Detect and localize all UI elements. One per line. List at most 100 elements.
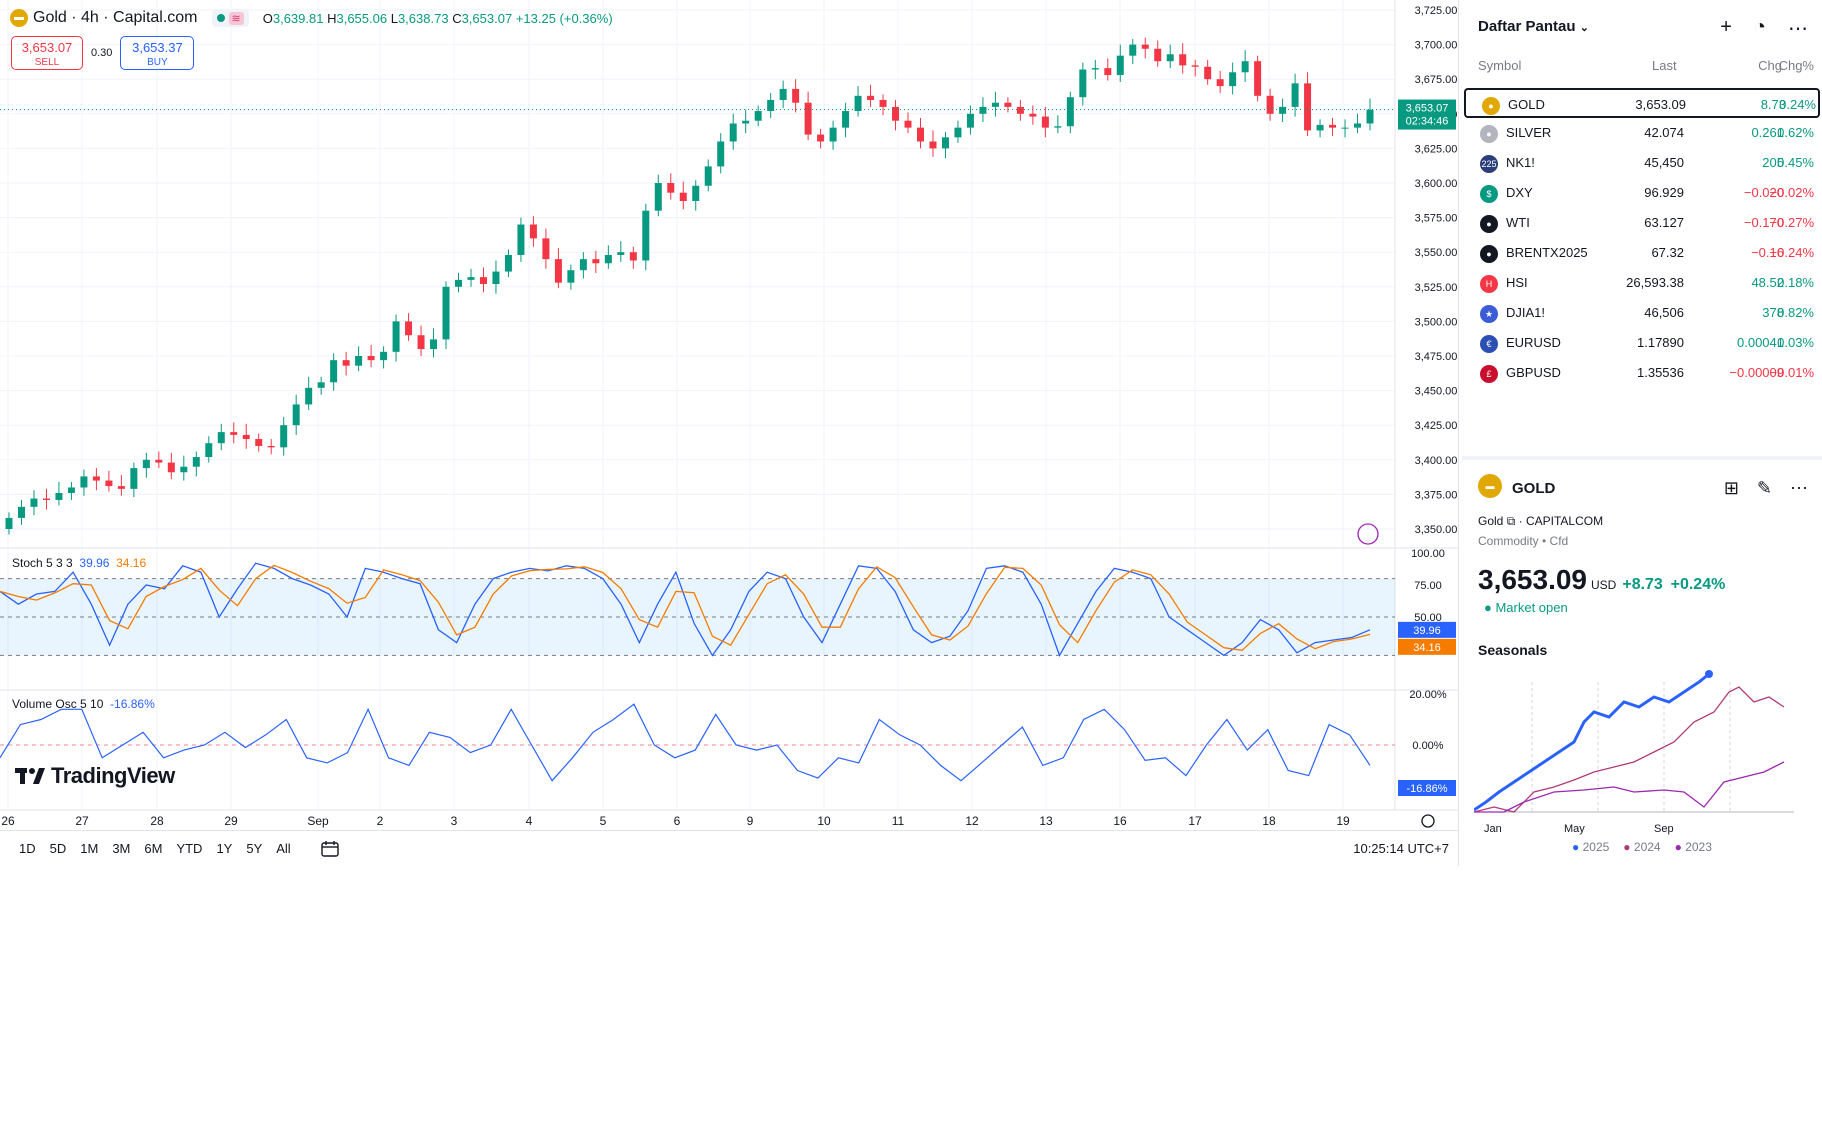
buy-button[interactable]: 3,653.37 BUY: [120, 36, 195, 70]
range-1d[interactable]: 1D: [19, 841, 36, 856]
calendar-goto-icon[interactable]: [320, 840, 340, 858]
col-symbol[interactable]: Symbol: [1478, 58, 1522, 73]
external-link-icon[interactable]: ⧉: [1506, 514, 1516, 528]
time-tick: 26: [1, 814, 15, 828]
candle: [1191, 65, 1199, 67]
col-chgp[interactable]: Chg%: [1778, 58, 1814, 73]
candle: [117, 486, 125, 489]
seasonals-legend: ● 2025 ● 2024 ● 2023: [1572, 840, 1712, 854]
price-tick: 3,525.00: [1415, 282, 1458, 294]
price-tick: 3,375.00: [1415, 489, 1458, 501]
row-symbol: HSI: [1506, 275, 1528, 290]
legend-2024[interactable]: ● 2024: [1623, 840, 1661, 854]
details-title[interactable]: GOLD: [1512, 480, 1556, 497]
time-tick: 3: [451, 814, 458, 828]
candle: [779, 88, 787, 100]
candle: [1054, 126, 1062, 128]
watchlist-row[interactable]: ● SILVER 42.074 0.261 0.62%: [1464, 118, 1820, 148]
row-chgp: 0.03%: [1777, 335, 1814, 350]
nikkei-icon: 225: [1480, 155, 1498, 173]
price-chart[interactable]: 3,725.003,700.003,675.003,650.003,625.00…: [0, 0, 1459, 830]
clock[interactable]: 10:25:14 UTC+7: [1353, 841, 1449, 856]
range-1m[interactable]: 1M: [80, 841, 99, 856]
col-last[interactable]: Last: [1652, 58, 1677, 73]
gold-bars-icon: ▬: [10, 9, 28, 27]
watchlist-row[interactable]: ● WTI 63.127 −0.170 −0.27%: [1464, 208, 1820, 238]
col-chg[interactable]: Chg: [1758, 58, 1782, 73]
seasonals-chart[interactable]: Jan May Sep: [1474, 662, 1804, 842]
legend-2023[interactable]: ● 2023: [1674, 840, 1712, 854]
stoch-k-value: 39.96: [79, 556, 110, 570]
pie-chart-icon[interactable]: ◔: [1753, 16, 1766, 38]
volosc-tick: 0.00%: [1412, 740, 1443, 752]
price-tick: 3,725.00: [1415, 5, 1458, 17]
candle: [17, 506, 25, 518]
candle: [230, 432, 238, 435]
candle: [617, 252, 625, 255]
range-1y[interactable]: 1Y: [216, 841, 233, 856]
stoch-d-tag: [1398, 638, 1456, 655]
range-5d[interactable]: 5D: [49, 841, 67, 856]
seasonals-title[interactable]: Seasonals: [1478, 642, 1548, 658]
row-symbol: DXY: [1506, 185, 1533, 200]
watchlist-row[interactable]: $ DXY 96.929 −0.020 −0.02%: [1464, 178, 1820, 208]
candle: [991, 102, 999, 107]
countdown: 02:34:46: [1406, 116, 1449, 128]
more-options-icon[interactable]: ⋯: [1790, 478, 1808, 498]
time-tick: 27: [75, 814, 89, 828]
watchlist-row[interactable]: ● GOLD 3,653.09 8.73 0.24%: [1464, 88, 1820, 118]
trade-box: 3,653.07 SELL 0.30 3,653.37 BUY: [11, 36, 195, 70]
sell-button[interactable]: 3,653.07 SELL: [11, 36, 83, 70]
stoch-legend[interactable]: Stoch 5 3 3 39.96 34.16: [12, 556, 146, 570]
row-chg: 0.261: [1751, 125, 1784, 140]
range-3m[interactable]: 3M: [112, 841, 131, 856]
row-chg: 0.00041: [1737, 335, 1784, 350]
time-tick: 6: [674, 814, 681, 828]
seasonal-tick: May: [1564, 823, 1585, 835]
price-tick: 3,675.00: [1415, 74, 1458, 86]
edit-icon[interactable]: ✎: [1756, 478, 1772, 498]
legend-2025[interactable]: ● 2025: [1572, 840, 1610, 854]
candle: [180, 466, 188, 473]
candle: [1141, 44, 1149, 49]
row-chgp: −0.01%: [1769, 365, 1814, 380]
range-all[interactable]: All: [276, 841, 291, 856]
add-symbol-icon[interactable]: +: [1720, 16, 1732, 38]
watchlist-row[interactable]: ● BRENTX2025 67.32 −0.16 −0.24%: [1464, 238, 1820, 268]
watchlist-row[interactable]: € EURUSD 1.17890 0.00041 0.03%: [1464, 328, 1820, 358]
row-chg: 205: [1762, 155, 1784, 170]
watchlist-row[interactable]: £ GBPUSD 1.35536 −0.00009 −0.01%: [1464, 358, 1820, 388]
row-chgp: 0.82%: [1777, 305, 1814, 320]
grid-icon[interactable]: ⊞: [1723, 478, 1739, 498]
range-ytd[interactable]: YTD: [176, 841, 203, 856]
row-last: 67.32: [1651, 245, 1684, 260]
row-last: 46,506: [1644, 305, 1684, 320]
row-chgp: −0.02%: [1769, 185, 1814, 200]
watchlist-row[interactable]: ★ DJIA1! 46,506 378 0.82%: [1464, 298, 1820, 328]
market-status: ● Market open: [1484, 600, 1568, 615]
range-5y[interactable]: 5Y: [246, 841, 263, 856]
volosc-line: [0, 703, 1371, 782]
details-subtitle: Gold ⧉ · CAPITALCOM: [1478, 514, 1604, 528]
row-chgp: 0.62%: [1777, 125, 1814, 140]
price-tick: 3,400.00: [1415, 455, 1458, 467]
time-tick: 2: [377, 814, 384, 828]
market-status-pill[interactable]: ≋: [211, 9, 249, 27]
tradingview-logo[interactable]: TradingView: [15, 763, 175, 789]
candle: [1116, 55, 1124, 76]
range-6m[interactable]: 6M: [144, 841, 163, 856]
chart-area[interactable]: 3,725.003,700.003,675.003,650.003,625.00…: [0, 0, 1459, 866]
more-options-icon[interactable]: ⋯: [1788, 18, 1808, 40]
candle: [729, 123, 737, 142]
watchlist-row[interactable]: 225 NK1! 45,450 205 0.45%: [1464, 148, 1820, 178]
candle: [679, 192, 687, 201]
candle: [592, 259, 600, 264]
symbol-title[interactable]: Gold · 4h · Capital.com: [33, 9, 198, 26]
watchlist-row[interactable]: H HSI 26,593.38 48.52 0.18%: [1464, 268, 1820, 298]
volosc-legend[interactable]: Volume Osc 5 10 -16.86%: [12, 697, 155, 711]
lightning-icon: [1357, 523, 1379, 545]
watchlist-title[interactable]: Daftar Pantau ⌄: [1478, 18, 1589, 35]
candle: [492, 271, 500, 285]
gold-icon: ●: [1482, 97, 1500, 115]
candle: [405, 321, 413, 336]
